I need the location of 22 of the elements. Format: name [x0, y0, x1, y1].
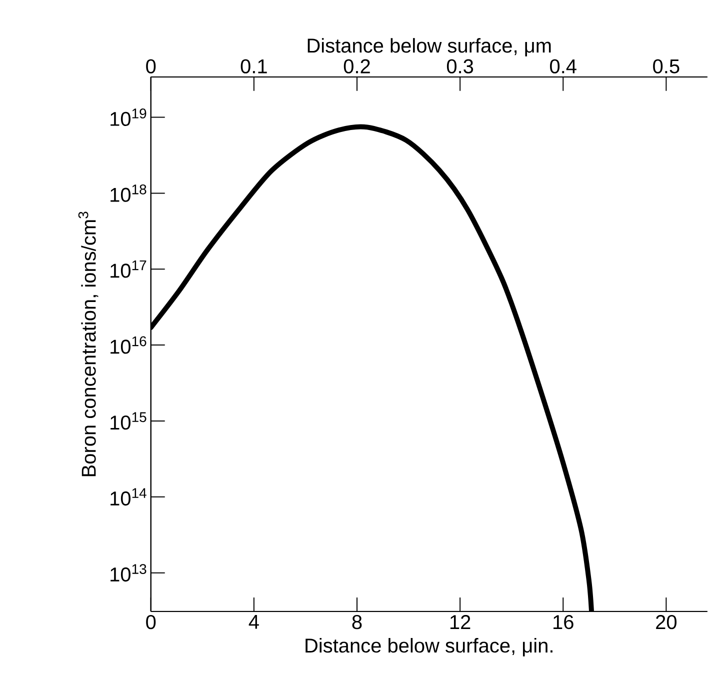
- y-tick-label: 10$^{15}$: [110, 412, 146, 430]
- x-tick-label: 16: [554, 614, 574, 629]
- x2-tick-label: 0.4: [550, 59, 576, 74]
- x-tick-label: 4: [248, 614, 259, 629]
- x-tick-label: 0: [146, 614, 156, 629]
- x2-tick-label: 0.1: [240, 59, 267, 74]
- y-tick-label: 10$^{19}$: [110, 108, 146, 126]
- y-tick-label: 10$^{16}$: [110, 336, 146, 354]
- x-tick-label: 20: [656, 614, 677, 629]
- x2-axis-title: Distance below surface, μm: [308, 38, 551, 56]
- x2-tick-label: 0.5: [653, 59, 680, 74]
- x2-tick-label: 0.3: [446, 59, 474, 74]
- y-axis-title: Boron concentration, ions/cm$^{3}$: [78, 212, 98, 476]
- x-tick-label: 12: [450, 614, 470, 629]
- y-tick-label: 10$^{17}$: [110, 260, 146, 278]
- y-tick-label: 10$^{13}$: [110, 564, 146, 582]
- y-tick-label: 10$^{18}$: [110, 184, 146, 202]
- y-tick-label: 10$^{14}$: [110, 488, 146, 506]
- x2-tick-label: 0: [146, 59, 156, 74]
- x-axis-title: Distance below surface, μin.: [306, 638, 552, 656]
- x-tick-label: 8: [352, 614, 362, 629]
- x2-tick-label: 0.2: [344, 59, 370, 74]
